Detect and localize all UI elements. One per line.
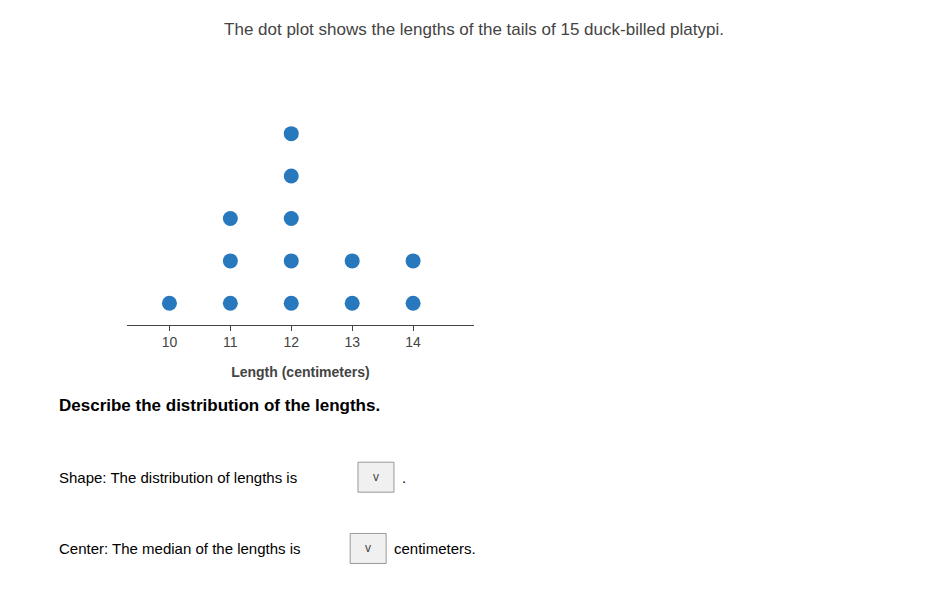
- svg-text:Describe the distribution of t: Describe the distribution of the lengths…: [59, 396, 380, 415]
- svg-text:11: 11: [223, 334, 238, 350]
- svg-text:13: 13: [344, 334, 360, 350]
- svg-text:.: .: [402, 469, 406, 486]
- svg-text:14: 14: [405, 334, 421, 350]
- svg-text:centimeters.: centimeters.: [394, 540, 476, 557]
- svg-text:Shape: The distribution of len: Shape: The distribution of lengths is: [59, 469, 297, 486]
- svg-text:The dot plot shows the lengths: The dot plot shows the lengths of the ta…: [224, 20, 724, 39]
- svg-text:Center: The median of the leng: Center: The median of the lengths is: [59, 540, 301, 557]
- svg-text:Length (centimeters): Length (centimeters): [231, 364, 369, 380]
- svg-text:v: v: [365, 541, 371, 555]
- svg-text:v: v: [373, 470, 379, 484]
- svg-text:10: 10: [162, 334, 178, 350]
- svg-text:12: 12: [283, 334, 299, 350]
